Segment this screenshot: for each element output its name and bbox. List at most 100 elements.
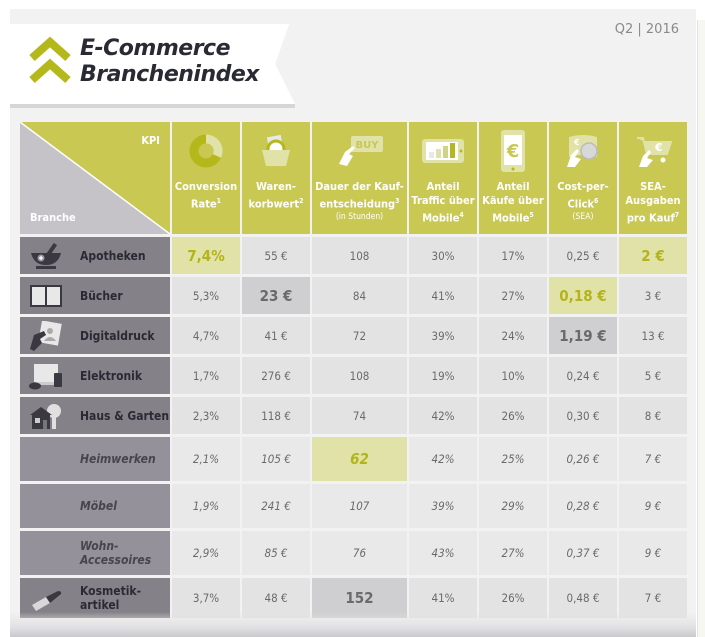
banner-shadow (10, 104, 295, 108)
cell-cost-per-click: 1,19 € (549, 317, 617, 354)
cell-kaeufe-mobile: 26% (479, 578, 547, 618)
column-label: Conversion Rate (174, 180, 238, 211)
svg-text:€: € (506, 141, 520, 162)
row-header-moebel: Möbel (20, 484, 170, 528)
cell-conversion-rate: 1,7% (172, 357, 240, 394)
column-label: Anteil Käufe über Mobile (482, 180, 544, 225)
cell-kaeufe-mobile: 27% (479, 277, 547, 314)
row-header-apotheken: Apotheken (20, 237, 170, 274)
diagonal-split (20, 122, 170, 234)
tablet-bar-chart-icon (422, 139, 464, 163)
table-row: Bücher 5,3% 23 € 84 41% 27% 0,18 € 3 € (20, 277, 687, 314)
row-label: Bücher (80, 288, 123, 303)
cell-kaufentscheidung: 107 (312, 484, 407, 528)
cell-sea-ausgaben: 9 € (619, 531, 687, 575)
cell-traffic-mobile: 43% (409, 531, 477, 575)
row-header-digitaldruck: Digitaldruck (20, 317, 170, 354)
row-label: Heimwerken (80, 452, 156, 466)
table-row: Digitaldruck 4,7% 41 € 72 39% 24% 1,19 €… (20, 317, 687, 354)
cell-warenkorbwert: 241 € (242, 484, 310, 528)
row-header-wohn-accessoires: Wohn-Accessoires (20, 531, 170, 575)
column-header-kaeufe-mobile: € Anteil Käufe über Mobile5 (479, 122, 547, 234)
smartphone-euro-icon: € (501, 130, 525, 172)
cell-sea-ausgaben: 13 € (619, 317, 687, 354)
cell-kaufentscheidung: 74 (312, 397, 407, 434)
bottom-fade-overlay (10, 612, 696, 637)
column-header-kaufentscheidung: BUY Dauer der Kauf-entscheidung3 (in Stun… (312, 122, 407, 234)
electronics-devices-icon (29, 363, 62, 389)
cell-warenkorbwert: 55 € (242, 237, 310, 274)
column-sublabel: (SEA) (572, 211, 594, 222)
footnote-marker: 3 (395, 197, 400, 205)
right-edge-strip (697, 20, 705, 637)
mortar-pestle-icon (31, 242, 61, 269)
column-label: Cost-per-Click (557, 180, 609, 211)
column-header-warenkorbwert: Waren-korbwert2 (242, 122, 310, 234)
cell-sea-ausgaben: 8 € (619, 397, 687, 434)
cell-conversion-rate: 2,1% (172, 437, 240, 481)
table-row: Apotheken 7,4% 55 € 108 30% 17% 0,25 € 2… (20, 237, 687, 274)
cell-warenkorbwert: 276 € (242, 357, 310, 394)
cell-traffic-mobile: 30% (409, 237, 477, 274)
cell-cost-per-click: 0,48 € (549, 578, 617, 618)
column-label: Dauer der Kauf-entscheidung (315, 180, 404, 211)
column-header-conversion-rate: Conversion Rate1 (172, 122, 240, 234)
kpi-label: KPI (141, 134, 160, 147)
photo-hand-icon (30, 320, 62, 351)
cell-conversion-rate: 4,7% (172, 317, 240, 354)
table-row: Haus & Garten 2,3% 118 € 74 42% 26% 0,30… (20, 397, 687, 434)
cell-warenkorbwert: 23 € (242, 277, 310, 314)
column-header-sea-ausgaben: € SEA-Ausgaben pro Kauf7 (619, 122, 687, 234)
cell-kaeufe-mobile: 10% (479, 357, 547, 394)
table-row: Heimwerken 2,1% 105 € 62 42% 25% 0,26 € … (20, 437, 687, 481)
cell-warenkorbwert: 85 € (242, 531, 310, 575)
cell-kaeufe-mobile: 24% (479, 317, 547, 354)
donut-chart-icon (189, 134, 223, 168)
cell-kaeufe-mobile: 29% (479, 484, 547, 528)
shopping-basket-icon (262, 134, 290, 166)
cell-traffic-mobile: 42% (409, 437, 477, 481)
cell-kaeufe-mobile: 25% (479, 437, 547, 481)
cell-cost-per-click: 0,26 € (549, 437, 617, 481)
footnote-marker: 1 (216, 197, 222, 205)
cell-kaufentscheidung: 62 (312, 437, 407, 481)
cell-traffic-mobile: 39% (409, 484, 477, 528)
row-label: Apotheken (80, 248, 146, 263)
footnote-marker: 5 (529, 211, 534, 219)
footnote-marker: 2 (299, 197, 304, 205)
row-header-kosmetikartikel: Kosmetik-artikel (20, 578, 170, 618)
table-row: Möbel 1,9% 241 € 107 39% 29% 0,28 € 9 € (20, 484, 687, 528)
cell-sea-ausgaben: 3 € (619, 277, 687, 314)
title-line-2: Branchenindex (80, 62, 259, 87)
header-corner: KPI Branche (20, 122, 170, 234)
footnote-marker: 6 (594, 197, 599, 205)
cell-sea-ausgaben: 9 € (619, 484, 687, 528)
footnote-marker: 7 (674, 211, 680, 219)
column-label: SEA-Ausgaben pro Kauf (625, 180, 681, 225)
footnote-marker: 4 (459, 211, 464, 219)
cell-cost-per-click: 0,28 € (549, 484, 617, 528)
cell-kaeufe-mobile: 17% (479, 237, 547, 274)
cell-warenkorbwert: 41 € (242, 317, 310, 354)
column-header-traffic-mobile: Anteil Traffic über Mobile4 (409, 122, 477, 234)
cell-warenkorbwert: 105 € (242, 437, 310, 481)
cell-cost-per-click: 0,25 € (549, 237, 617, 274)
table-row: Elektronik 1,7% 276 € 108 19% 10% 0,24 €… (20, 357, 687, 394)
cell-cost-per-click: 0,24 € (549, 357, 617, 394)
row-header-haus-garten: Haus & Garten (20, 397, 170, 434)
cell-traffic-mobile: 39% (409, 317, 477, 354)
cell-kaeufe-mobile: 26% (479, 397, 547, 434)
lipstick-icon (32, 591, 62, 611)
table-row: Kosmetik-artikel 3,7% 48 € 152 41% 26% 0… (20, 578, 687, 618)
cell-kaeufe-mobile: 27% (479, 531, 547, 575)
cart-euro-hand-icon: € (637, 137, 673, 167)
cell-conversion-rate: 3,7% (172, 578, 240, 618)
cell-conversion-rate: 2,9% (172, 531, 240, 575)
kpi-table: KPI Branche Conversion Rate1 Waren-korbw… (18, 119, 689, 621)
column-header-cost-per-click: € Cost-per-Click6 (SEA) (549, 122, 617, 234)
cell-kaufentscheidung: 72 (312, 317, 407, 354)
row-header-elektronik: Elektronik (20, 357, 170, 394)
cell-cost-per-click: 0,30 € (549, 397, 617, 434)
cell-kaufentscheidung: 84 (312, 277, 407, 314)
buy-button-hand-icon: BUY (338, 136, 383, 166)
